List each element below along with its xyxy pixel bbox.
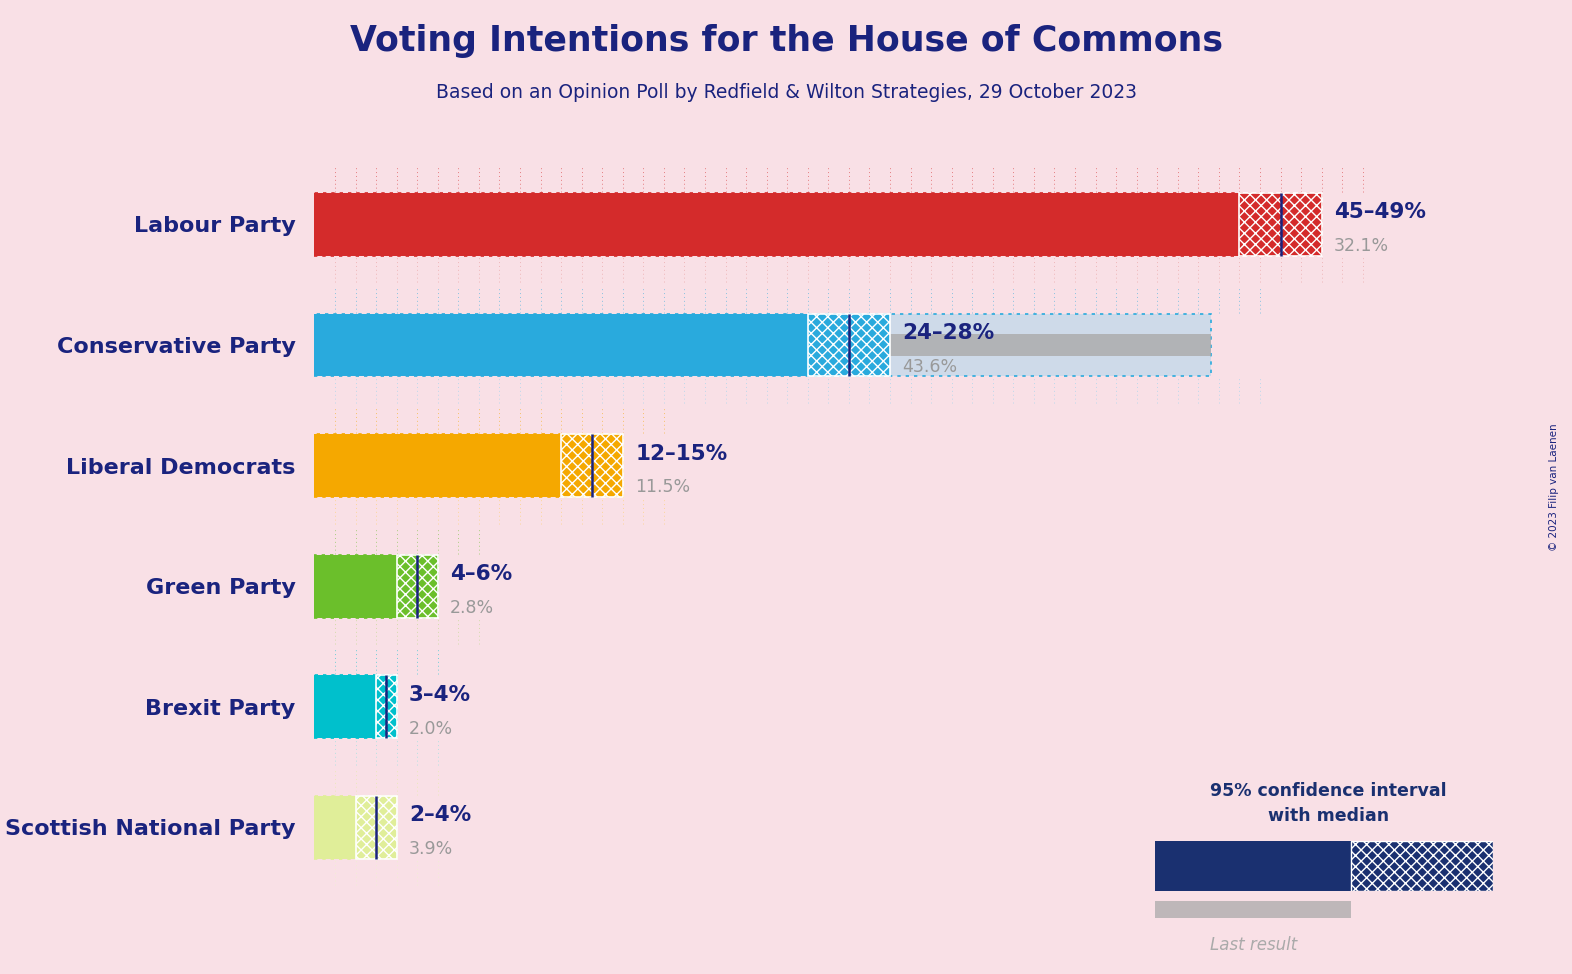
Bar xyxy=(314,334,1210,356)
Text: 4–6%: 4–6% xyxy=(450,564,512,584)
Bar xyxy=(314,676,376,738)
Bar xyxy=(808,314,890,376)
Bar xyxy=(314,555,437,618)
Bar xyxy=(355,796,396,859)
Bar xyxy=(314,193,1239,256)
Bar xyxy=(314,434,561,497)
Text: 3–4%: 3–4% xyxy=(409,685,472,705)
Text: Last result: Last result xyxy=(1210,936,1297,954)
Bar xyxy=(314,455,550,476)
Bar xyxy=(314,314,1210,376)
Bar xyxy=(314,555,437,618)
Bar xyxy=(314,816,395,839)
Text: 45–49%: 45–49% xyxy=(1335,203,1426,222)
Bar xyxy=(314,796,396,859)
Text: Based on an Opinion Poll by Redfield & Wilton Strategies, 29 October 2023: Based on an Opinion Poll by Redfield & W… xyxy=(435,83,1137,102)
Bar xyxy=(314,555,396,618)
Text: Voting Intentions for the House of Commons: Voting Intentions for the House of Commo… xyxy=(349,24,1223,58)
Bar xyxy=(314,434,623,497)
Bar xyxy=(1352,841,1493,891)
Text: 95% confidence interval
with median: 95% confidence interval with median xyxy=(1210,782,1446,825)
Bar xyxy=(396,555,437,618)
Bar xyxy=(314,193,1322,256)
Bar xyxy=(314,314,1210,376)
Bar xyxy=(314,676,396,738)
Bar xyxy=(561,434,623,497)
Bar xyxy=(376,676,396,738)
Bar xyxy=(1155,841,1352,891)
Bar xyxy=(314,696,355,718)
Bar xyxy=(314,676,396,738)
Text: 43.6%: 43.6% xyxy=(902,357,957,376)
Bar xyxy=(314,796,396,859)
Text: 11.5%: 11.5% xyxy=(635,478,690,497)
Bar xyxy=(314,314,808,376)
Text: 3.9%: 3.9% xyxy=(409,841,453,858)
Bar xyxy=(314,796,355,859)
Bar xyxy=(314,576,373,597)
Text: 24–28%: 24–28% xyxy=(902,323,995,343)
Bar xyxy=(314,434,623,497)
Text: 2.0%: 2.0% xyxy=(409,720,453,737)
Bar xyxy=(1239,193,1322,256)
Text: 12–15%: 12–15% xyxy=(635,443,728,464)
Text: 2.8%: 2.8% xyxy=(450,599,494,617)
Bar xyxy=(314,213,975,236)
Text: 2–4%: 2–4% xyxy=(409,805,472,825)
Text: 32.1%: 32.1% xyxy=(1335,238,1390,255)
Text: © 2023 Filip van Laenen: © 2023 Filip van Laenen xyxy=(1550,423,1559,551)
Bar xyxy=(314,193,1322,256)
